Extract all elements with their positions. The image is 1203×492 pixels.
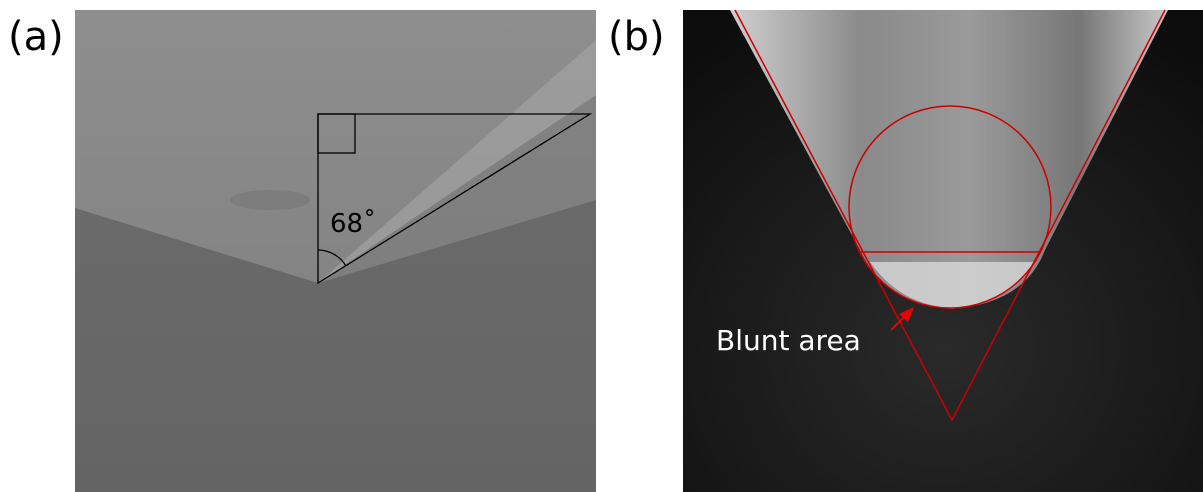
figure: 68˚ (a) Blunt area (b) bbox=[0, 0, 1203, 492]
annotation: Blunt area bbox=[716, 324, 861, 357]
angle-label: 68˚ bbox=[330, 209, 376, 239]
defect bbox=[230, 190, 310, 210]
panel-label: (a) bbox=[8, 14, 64, 60]
panel-label: (b) bbox=[608, 14, 665, 60]
panel-b: Blunt area (b) bbox=[608, 10, 1203, 492]
panel-a: 68˚ (a) bbox=[8, 10, 596, 492]
